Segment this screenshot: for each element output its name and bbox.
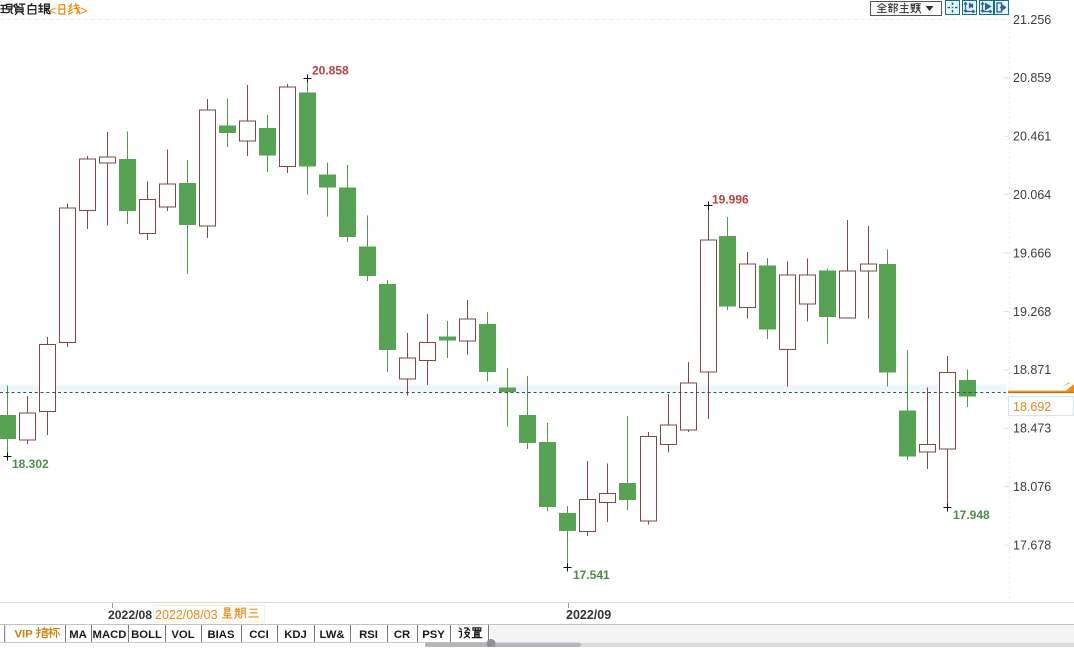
svg-text:18.692: 18.692 xyxy=(1013,400,1051,414)
svg-text:<: < xyxy=(49,4,56,18)
svg-text:19.996: 19.996 xyxy=(712,193,749,207)
svg-text:VIP: VIP xyxy=(15,629,34,641)
svg-text:17.678: 17.678 xyxy=(1013,538,1051,552)
svg-text:17.948: 17.948 xyxy=(953,508,990,522)
svg-text:18.302: 18.302 xyxy=(12,457,49,471)
svg-text:KDJ: KDJ xyxy=(284,629,307,641)
svg-text:20.461: 20.461 xyxy=(1013,130,1051,144)
svg-text:20.859: 20.859 xyxy=(1013,71,1051,85)
svg-text:2022/08/03: 2022/08/03 xyxy=(155,608,218,622)
svg-text:17.541: 17.541 xyxy=(573,568,610,582)
svg-text:BOLL: BOLL xyxy=(131,629,162,641)
svg-text:MA: MA xyxy=(69,629,87,641)
svg-text:2022/09: 2022/09 xyxy=(566,608,611,622)
svg-text:VOL: VOL xyxy=(171,629,194,641)
svg-text:>: > xyxy=(80,4,87,18)
svg-text:CR: CR xyxy=(394,629,410,641)
svg-text:19.666: 19.666 xyxy=(1013,246,1051,260)
svg-text:18.076: 18.076 xyxy=(1013,480,1051,494)
svg-text:20.858: 20.858 xyxy=(312,64,349,78)
svg-text:20.064: 20.064 xyxy=(1013,188,1051,202)
svg-text:MACD: MACD xyxy=(93,629,127,641)
svg-text:2022/08: 2022/08 xyxy=(108,608,152,622)
svg-text:CCI: CCI xyxy=(249,629,268,641)
svg-text:18.473: 18.473 xyxy=(1013,422,1051,436)
svg-text:PSY: PSY xyxy=(422,629,445,641)
svg-text:BIAS: BIAS xyxy=(208,629,235,641)
svg-text:19.268: 19.268 xyxy=(1013,305,1051,319)
svg-text:18.871: 18.871 xyxy=(1013,363,1051,377)
svg-text:RSI: RSI xyxy=(359,629,378,641)
svg-text:LW&: LW& xyxy=(319,629,344,641)
svg-text:21.256: 21.256 xyxy=(1013,13,1051,27)
